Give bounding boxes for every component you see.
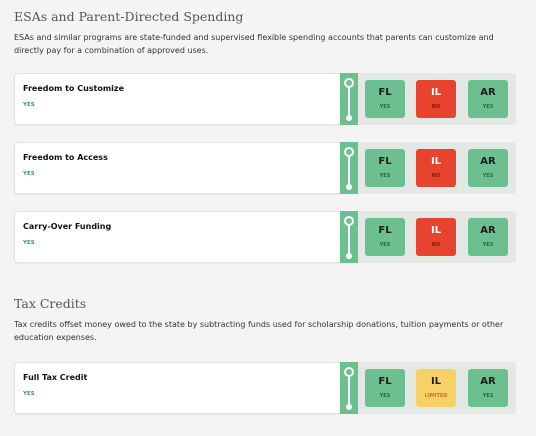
state-abbr: IL — [430, 156, 442, 167]
state-status: YES — [482, 393, 494, 399]
state-status: LIMITED — [424, 393, 448, 399]
state-badge-fl[interactable]: FL YES — [365, 149, 405, 187]
state-abbr: FL — [378, 225, 392, 236]
state-abbr: FL — [378, 87, 392, 98]
policy-value: YES — [23, 171, 35, 177]
policy-row-carry-over-funding[interactable]: Carry-Over Funding YES FL YES IL NO AR YES — [14, 211, 516, 263]
section-description: Tax credits offset money owed to the sta… — [14, 320, 504, 342]
state-status: YES — [379, 242, 391, 248]
state-status: YES — [379, 393, 391, 399]
policy-value: YES — [23, 391, 35, 397]
state-abbr: AR — [480, 225, 496, 236]
timeline-slider-icon[interactable] — [340, 73, 358, 125]
state-abbr: IL — [430, 225, 442, 236]
policy-info: Freedom to Access YES — [14, 142, 340, 194]
state-status: YES — [379, 173, 391, 179]
state-abbr: IL — [430, 87, 442, 98]
policy-row-full-tax-credit[interactable]: Full Tax Credit YES FL YES IL LIMITED AR YE… — [14, 362, 516, 414]
policy-name: Freedom to Access — [23, 153, 108, 162]
state-status: NO — [431, 242, 441, 248]
state-badge-fl[interactable]: FL YES — [365, 80, 405, 118]
section-title: ESAs and Parent-Directed Spending — [14, 9, 244, 24]
policy-value: YES — [23, 102, 35, 108]
state-status: YES — [482, 104, 494, 110]
section-description: ESAs and similar programs are state-fund… — [14, 33, 494, 55]
state-badge-ar[interactable]: AR YES — [468, 218, 508, 256]
state-comparison: FL YES IL NO AR YES — [358, 142, 516, 194]
state-badge-fl[interactable]: FL YES — [365, 218, 405, 256]
policy-row-freedom-to-customize[interactable]: Freedom to Customize YES FL YES IL NO AR YE… — [14, 73, 516, 125]
policy-row-freedom-to-access[interactable]: Freedom to Access YES FL YES IL NO AR YES — [14, 142, 516, 194]
state-badge-il[interactable]: IL NO — [416, 218, 456, 256]
state-comparison: FL YES IL LIMITED AR YES — [358, 362, 516, 414]
timeline-slider-icon[interactable] — [340, 211, 358, 263]
state-abbr: AR — [480, 87, 496, 98]
state-status: YES — [482, 173, 494, 179]
policy-info: Carry-Over Funding YES — [14, 211, 340, 263]
state-status: NO — [431, 173, 441, 179]
policy-name: Full Tax Credit — [23, 373, 88, 382]
policy-info: Freedom to Customize YES — [14, 73, 340, 125]
state-status: YES — [482, 242, 494, 248]
state-badge-il[interactable]: IL NO — [416, 80, 456, 118]
state-status: NO — [431, 104, 441, 110]
section-title: Tax Credits — [14, 296, 87, 311]
policy-info: Full Tax Credit YES — [14, 362, 340, 414]
state-badge-ar[interactable]: AR YES — [468, 80, 508, 118]
state-abbr: AR — [480, 156, 496, 167]
state-badge-fl[interactable]: FL YES — [365, 369, 405, 407]
state-badge-il[interactable]: IL NO — [416, 149, 456, 187]
state-badge-ar[interactable]: AR YES — [468, 369, 508, 407]
state-badge-il[interactable]: IL LIMITED — [416, 369, 456, 407]
state-comparison: FL YES IL NO AR YES — [358, 211, 516, 263]
policy-value: YES — [23, 240, 35, 246]
state-abbr: AR — [480, 376, 496, 387]
state-status: YES — [379, 104, 391, 110]
state-abbr: FL — [378, 156, 392, 167]
state-abbr: FL — [378, 376, 392, 387]
policy-name: Carry-Over Funding — [23, 222, 112, 231]
policy-name: Freedom to Customize — [23, 84, 125, 93]
timeline-slider-icon[interactable] — [340, 142, 358, 194]
state-badge-ar[interactable]: AR YES — [468, 149, 508, 187]
timeline-slider-icon[interactable] — [340, 362, 358, 414]
state-abbr: IL — [430, 376, 442, 387]
state-comparison: FL YES IL NO AR YES — [358, 73, 516, 125]
